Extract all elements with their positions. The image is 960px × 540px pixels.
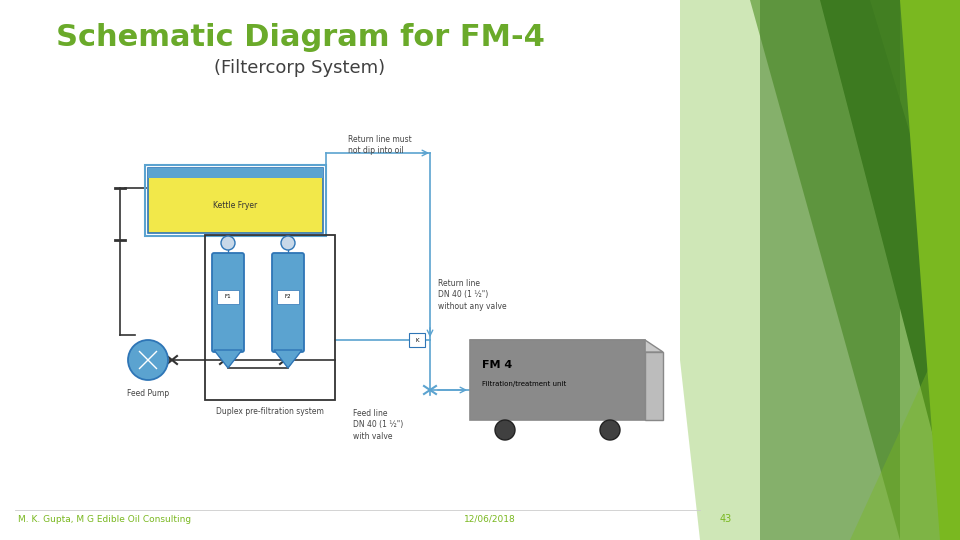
Text: Return line must
not dip into oil: Return line must not dip into oil [348, 134, 412, 156]
FancyBboxPatch shape [277, 290, 299, 304]
FancyBboxPatch shape [217, 290, 239, 304]
Text: Kettle Fryer: Kettle Fryer [213, 201, 257, 210]
Circle shape [600, 420, 620, 440]
Text: Duplex pre-filtration system: Duplex pre-filtration system [216, 408, 324, 416]
Polygon shape [820, 0, 960, 300]
FancyBboxPatch shape [272, 253, 304, 352]
Text: Return line
DN 40 (1 ½")
without any valve: Return line DN 40 (1 ½") without any val… [438, 279, 507, 311]
Polygon shape [640, 0, 960, 540]
Text: Filtration/treatment unit: Filtration/treatment unit [482, 381, 566, 387]
Polygon shape [214, 350, 242, 368]
Text: 43: 43 [720, 514, 732, 524]
FancyBboxPatch shape [470, 340, 645, 420]
Text: (Filtercorp System): (Filtercorp System) [214, 59, 386, 77]
Circle shape [128, 340, 168, 380]
Polygon shape [700, 300, 960, 540]
Text: M. K. Gupta, M G Edible Oil Consulting: M. K. Gupta, M G Edible Oil Consulting [18, 515, 191, 523]
Text: K: K [416, 338, 419, 342]
Polygon shape [760, 0, 900, 540]
Polygon shape [274, 350, 302, 368]
Polygon shape [900, 0, 960, 540]
Text: Feed Pump: Feed Pump [127, 388, 169, 397]
FancyBboxPatch shape [148, 168, 323, 233]
FancyBboxPatch shape [645, 352, 663, 420]
Circle shape [221, 236, 235, 250]
Text: FM 4: FM 4 [482, 360, 513, 370]
Text: F1: F1 [225, 294, 231, 300]
Polygon shape [470, 340, 663, 352]
Text: F2: F2 [285, 294, 291, 300]
Text: 12/06/2018: 12/06/2018 [464, 515, 516, 523]
Polygon shape [750, 0, 960, 540]
FancyBboxPatch shape [212, 253, 244, 352]
Text: Schematic Diagram for FM-4: Schematic Diagram for FM-4 [56, 24, 544, 52]
FancyBboxPatch shape [409, 333, 425, 347]
FancyBboxPatch shape [0, 0, 680, 540]
Text: Feed line
DN 40 (1 ½")
with valve: Feed line DN 40 (1 ½") with valve [353, 409, 403, 441]
FancyBboxPatch shape [148, 168, 323, 178]
Circle shape [495, 420, 515, 440]
Circle shape [281, 236, 295, 250]
